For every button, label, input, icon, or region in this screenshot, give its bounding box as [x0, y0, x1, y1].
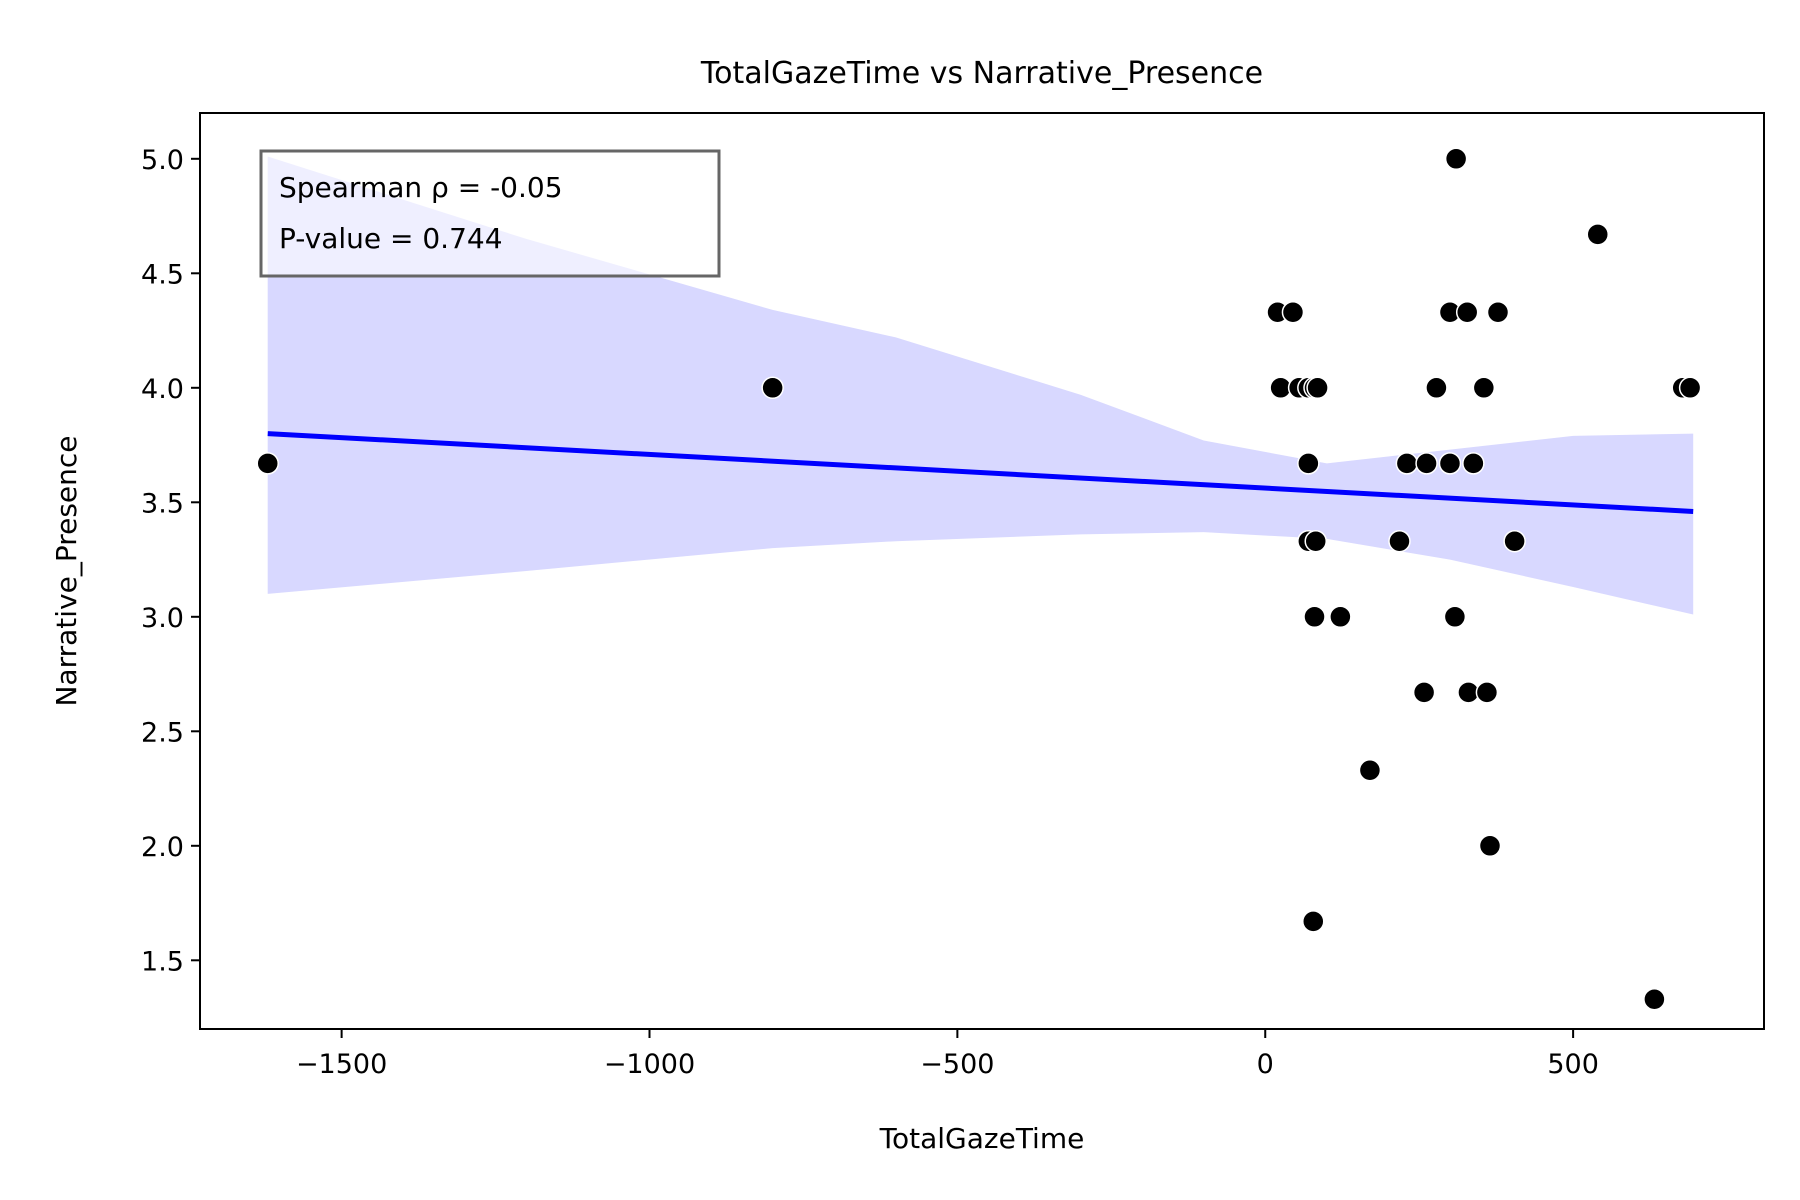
- x-axis: −1500 −1000 −500 0 500: [296, 1029, 1599, 1080]
- data-point: [1486, 300, 1510, 324]
- y-tick-label: 3.5: [141, 488, 184, 519]
- data-point: [1425, 376, 1448, 400]
- y-tick-label: 3.0: [141, 603, 184, 634]
- data-point: [1462, 452, 1485, 475]
- y-tick-label: 2.5: [141, 717, 184, 748]
- data-point: [1438, 452, 1462, 475]
- data-point: [256, 452, 279, 475]
- data-point: [1503, 529, 1526, 553]
- x-tick-label: −500: [920, 1049, 994, 1080]
- data-point: [1478, 834, 1502, 858]
- data-point: [1358, 758, 1382, 782]
- pvalue-text: P-value = 0.744: [279, 222, 503, 255]
- data-point: [1472, 376, 1496, 400]
- y-axis: 1.5 2.0 2.5 3.0 3.5 4.0 4.5 5.0: [141, 145, 200, 977]
- plot-area: [256, 147, 1702, 1011]
- stats-annotation: Spearman ρ = -0.05 P-value = 0.744: [259, 149, 721, 278]
- chart-title: TotalGazeTime vs Narrative_Presence: [700, 56, 1263, 91]
- data-point: [761, 376, 784, 400]
- data-point: [1443, 605, 1467, 629]
- y-tick-label: 4.5: [141, 259, 184, 290]
- data-point: [1412, 681, 1436, 704]
- x-tick-label: −1000: [604, 1049, 695, 1080]
- x-tick-label: 0: [1257, 1049, 1274, 1080]
- data-point: [1303, 605, 1326, 629]
- data-point: [1678, 376, 1702, 400]
- regression-line: [267, 431, 1694, 514]
- data-point: [1395, 452, 1419, 475]
- data-point: [1643, 987, 1666, 1011]
- y-tick-label: 1.5: [141, 946, 184, 977]
- y-tick-label: 5.0: [141, 145, 184, 176]
- data-point: [1444, 147, 1468, 171]
- data-point: [1586, 223, 1609, 246]
- x-tick-label: 500: [1547, 1049, 1599, 1080]
- plot-frame: [199, 112, 1765, 1030]
- y-axis-label: Narrative_Presence: [50, 435, 83, 706]
- spearman-text: Spearman ρ = -0.05: [279, 171, 563, 204]
- data-point: [1455, 300, 1479, 324]
- data-point: [1475, 681, 1499, 704]
- data-point: [1304, 529, 1327, 553]
- x-tick-label: −1500: [296, 1049, 387, 1080]
- data-point: [1388, 529, 1411, 553]
- x-axis-label: TotalGazeTime: [879, 1122, 1085, 1155]
- data-point: [1297, 452, 1320, 475]
- stats-box: [259, 149, 721, 278]
- y-tick-label: 2.0: [141, 832, 184, 863]
- data-point: [1306, 376, 1329, 400]
- data-point: [1415, 452, 1438, 475]
- y-tick-label: 4.0: [141, 374, 184, 405]
- data-points: [256, 147, 1702, 1011]
- data-point: [1281, 300, 1305, 324]
- data-point: [1302, 910, 1325, 933]
- data-point: [1329, 605, 1352, 629]
